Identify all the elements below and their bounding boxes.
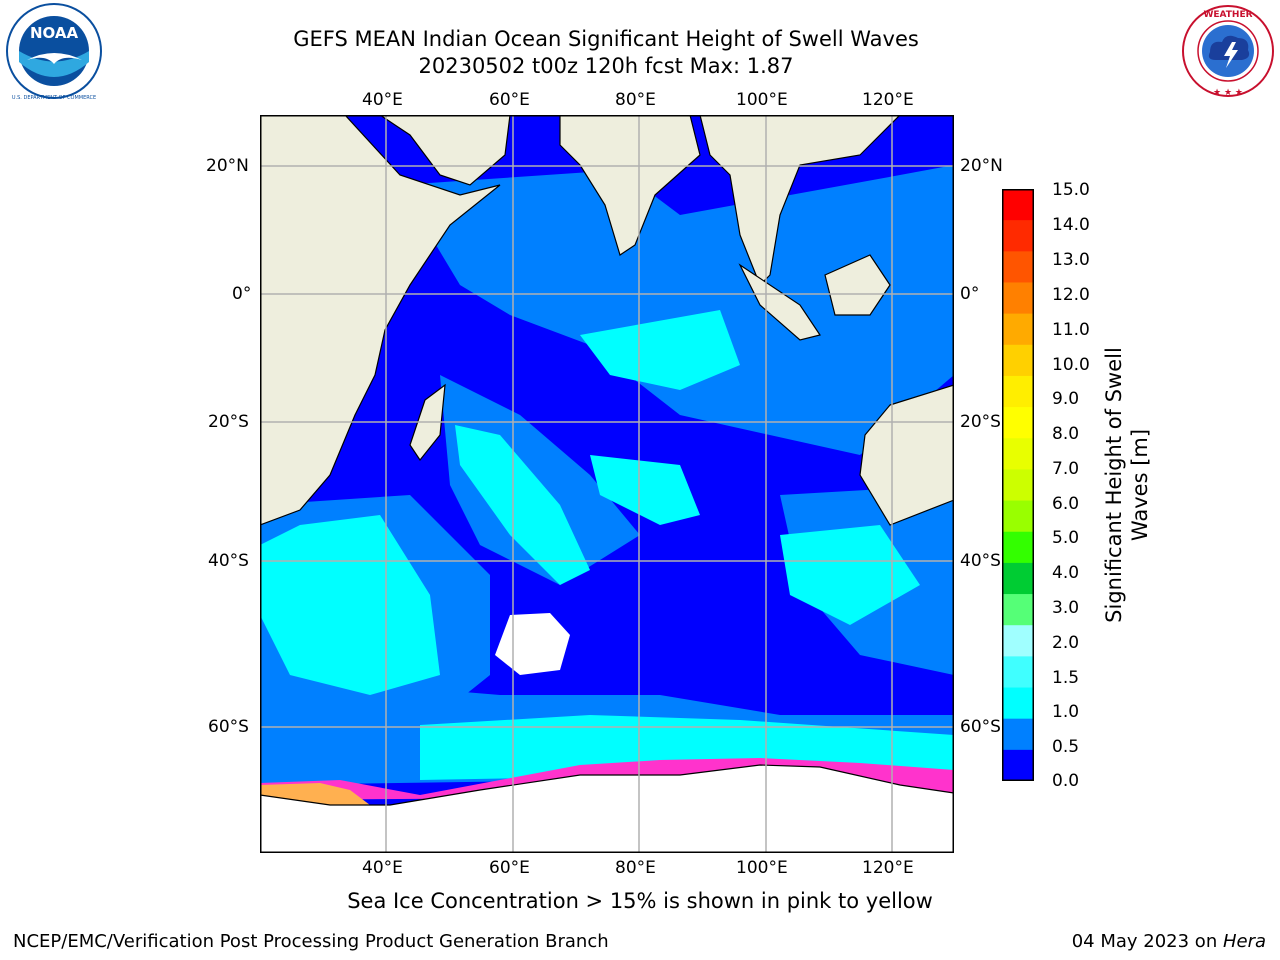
lat-label-right: 20°N — [960, 156, 1003, 176]
colorbar-segment — [1002, 282, 1034, 315]
colorbar-tick: 13.0 — [1052, 250, 1090, 270]
land-arabia — [378, 115, 511, 186]
colorbar — [1002, 189, 1034, 781]
colorbar-segment — [1002, 656, 1034, 689]
colorbar-segment — [1002, 375, 1034, 408]
lon-label-top: 120°E — [862, 90, 914, 110]
lon-label-bottom: 40°E — [362, 858, 403, 878]
lat-label-right: 60°S — [960, 717, 1001, 737]
sea-ice-caption: Sea Ice Concentration > 15% is shown in … — [347, 889, 933, 913]
svg-text:WEATHER: WEATHER — [1203, 10, 1252, 20]
lat-label-left: 20°N — [206, 156, 249, 176]
lon-label-top: 100°E — [736, 90, 788, 110]
lon-label-top: 60°E — [489, 90, 530, 110]
colorbar-tick: 4.0 — [1052, 563, 1080, 583]
colorbar-tick: 6.0 — [1052, 494, 1080, 514]
lat-label-right: 0° — [960, 284, 980, 304]
colorbar-segment — [1002, 531, 1034, 564]
svg-text:NOAA: NOAA — [30, 24, 79, 42]
lon-label-top: 80°E — [615, 90, 656, 110]
lat-label-left: 40°S — [208, 551, 249, 571]
colorbar-tick: 12.0 — [1052, 285, 1090, 305]
colorbar-segment — [1002, 469, 1034, 502]
swell-region-1.0-1.5 — [260, 515, 440, 695]
swell-region-0.5-1.0 — [400, 165, 954, 455]
map-title: GEFS MEAN Indian Ocean Significant Heigh… — [293, 27, 919, 51]
colorbar-tick: 1.5 — [1052, 668, 1080, 688]
colorbar-tick: 0.0 — [1052, 771, 1080, 791]
colorbar-segment — [1002, 718, 1034, 751]
colorbar-segment — [1002, 500, 1034, 533]
colorbar-tick: 3.0 — [1052, 598, 1080, 618]
lon-label-bottom: 120°E — [862, 858, 914, 878]
land-borneo — [824, 254, 891, 316]
colorbar-tick: 8.0 — [1052, 424, 1080, 444]
colorbar-tick: 7.0 — [1052, 459, 1080, 479]
swell-height-map — [260, 115, 954, 853]
swell-region-1.0-1.5 — [780, 525, 920, 625]
lat-label-left: 60°S — [208, 717, 249, 737]
footer-host: Hera — [1222, 931, 1266, 952]
map-frame — [260, 115, 954, 853]
colorbar-segment — [1002, 687, 1034, 720]
colorbar-tick: 1.0 — [1052, 702, 1080, 722]
lat-label-left: 0° — [232, 284, 252, 304]
lon-label-bottom: 100°E — [736, 858, 788, 878]
colorbar-segment — [1002, 594, 1034, 626]
colorbar-tick: 0.5 — [1052, 737, 1080, 757]
svg-text:U.S. DEPARTMENT OF COMMERCE: U.S. DEPARTMENT OF COMMERCE — [12, 95, 96, 100]
swell-region-0.5-1.0 — [440, 375, 640, 585]
colorbar-tick: 11.0 — [1052, 320, 1090, 340]
land-antarctica — [260, 764, 954, 853]
colorbar-label-line1: Significant Height of Swell — [1102, 347, 1126, 623]
lon-label-bottom: 60°E — [489, 858, 530, 878]
svg-text:★ ★ ★: ★ ★ ★ — [1213, 88, 1243, 98]
colorbar-tick: 10.0 — [1052, 355, 1090, 375]
colorbar-segment — [1002, 407, 1034, 439]
footer-date-text: 04 May 2023 on — [1071, 931, 1223, 952]
land-southeast-asia — [699, 115, 901, 287]
lon-label-bottom: 80°E — [615, 858, 656, 878]
colorbar-segment — [1002, 313, 1034, 346]
nws-logo: WEATHER ★ ★ ★ — [1182, 5, 1274, 98]
land-sumatra — [738, 263, 821, 341]
colorbar-tick: 5.0 — [1052, 528, 1080, 548]
colorbar-segment — [1002, 438, 1034, 470]
land-australia — [859, 384, 954, 526]
lat-label-left: 20°S — [208, 412, 249, 432]
colorbar-segment — [1002, 251, 1034, 283]
colorbar-tick: 9.0 — [1052, 389, 1080, 409]
colorbar-frame — [1002, 189, 1034, 781]
footer-date: 04 May 2023 on Hera — [1072, 931, 1266, 952]
colorbar-segment — [1002, 749, 1034, 781]
swell-region-1.0-1.5 — [455, 425, 590, 585]
lat-label-right: 20°S — [960, 412, 1001, 432]
noaa-logo: NOAA U.S. DEPARTMENT OF COMMERCE — [6, 3, 102, 100]
colorbar-segment — [1002, 562, 1034, 595]
map-subtitle: 20230502 t00z 120h fcst Max: 1.87 — [418, 54, 794, 78]
colorbar-label-line2: Waves [m] — [1128, 428, 1152, 542]
colorbar-segment — [1002, 220, 1034, 252]
colorbar-tick: 2.0 — [1052, 633, 1080, 653]
land-india — [559, 115, 701, 256]
swell-region-1.0-1.5 — [580, 310, 740, 390]
lon-label-top: 40°E — [362, 90, 403, 110]
colorbar-tick: 14.0 — [1052, 215, 1090, 235]
colorbar-segment — [1002, 344, 1034, 377]
lat-label-right: 40°S — [960, 551, 1001, 571]
footer-credit: NCEP/EMC/Verification Post Processing Pr… — [13, 931, 609, 952]
swell-region-1.0-1.5 — [590, 455, 700, 525]
colorbar-segment — [1002, 189, 1034, 221]
colorbar-tick: 15.0 — [1052, 180, 1090, 200]
colorbar-segment — [1002, 625, 1034, 657]
graticule — [260, 115, 954, 853]
